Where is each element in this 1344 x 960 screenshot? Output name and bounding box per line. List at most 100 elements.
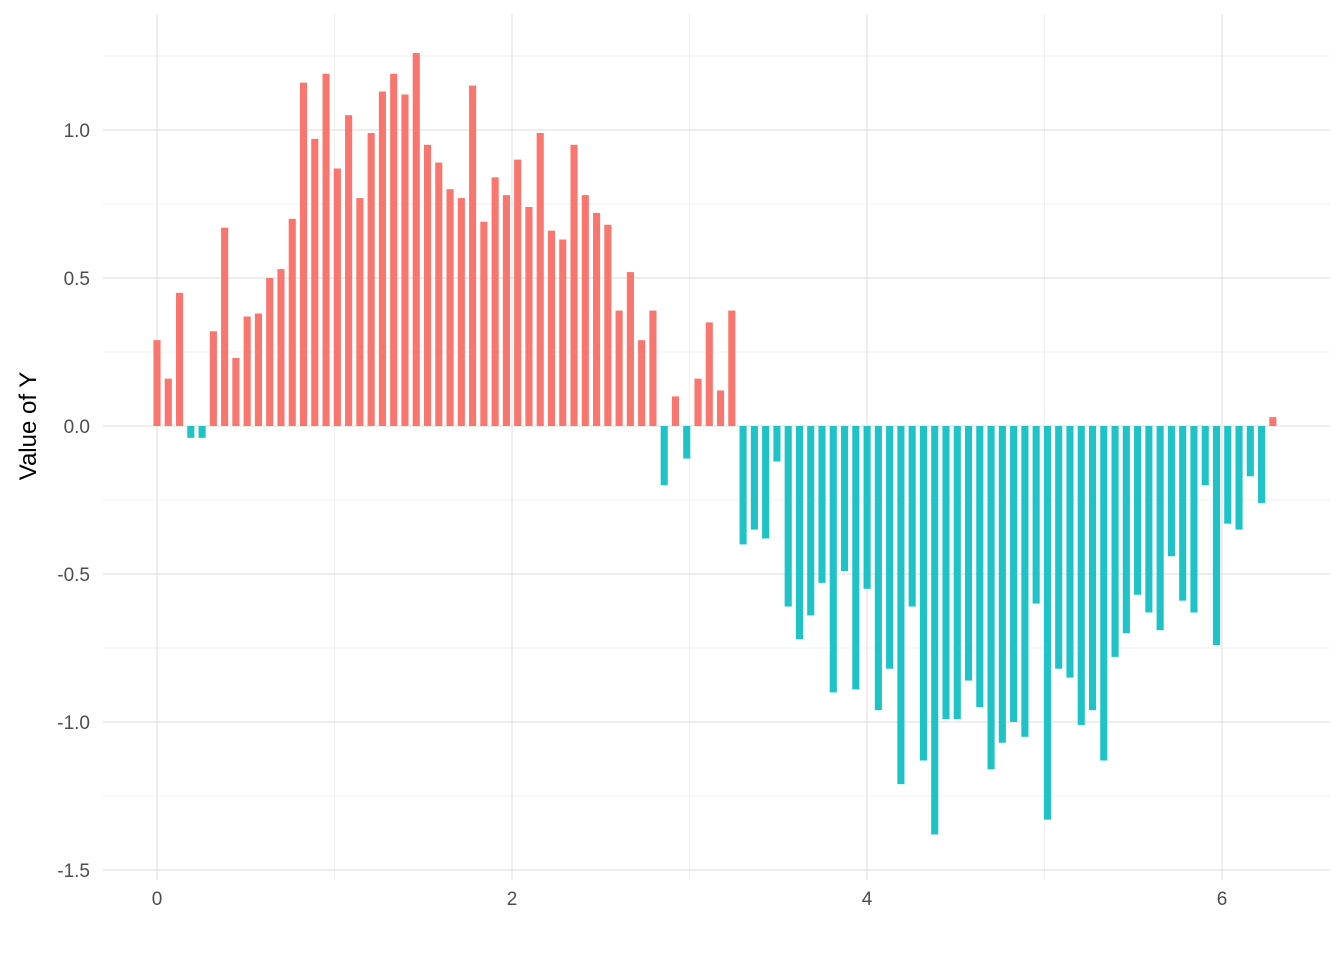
bar-positive (705, 322, 713, 426)
bar-positive (593, 212, 601, 426)
bar-positive (153, 340, 161, 426)
bar-negative (1167, 426, 1175, 557)
bar-negative (897, 426, 905, 785)
bar-negative (942, 426, 950, 720)
y-tick-label: -0.5 (57, 565, 90, 586)
bar-negative (953, 426, 961, 720)
bar-positive (604, 224, 612, 426)
bar-negative (1021, 426, 1029, 737)
y-tick-label: 0.5 (64, 269, 90, 290)
bar-negative (998, 426, 1006, 743)
bar-positive (547, 230, 556, 426)
bar-positive (390, 73, 398, 426)
bar-negative (1111, 426, 1119, 657)
bar-negative (976, 426, 984, 708)
bar-positive (164, 378, 172, 426)
bar-positive (254, 313, 262, 426)
bar-positive (221, 227, 229, 426)
bar-negative (1179, 426, 1187, 601)
bar-positive (638, 340, 646, 426)
bar-positive (175, 292, 184, 426)
y-axis-ticks: 1.0 0.5 0.0 -0.5 -1.0 -1.5 (57, 121, 90, 882)
bar-negative (1224, 426, 1232, 524)
bar-positive (728, 310, 736, 426)
bar-positive (277, 269, 285, 426)
x-axis-ticks: 0 2 4 6 (152, 889, 1228, 910)
bars (153, 53, 1277, 835)
bar-negative (795, 426, 804, 640)
bar-negative (1258, 426, 1266, 503)
bar-positive (378, 91, 386, 427)
bar-positive (626, 272, 634, 426)
bar-negative (1190, 426, 1198, 613)
bar-positive (423, 144, 432, 427)
bar-positive (345, 115, 353, 426)
bar-negative (750, 426, 758, 530)
bar-positive (525, 206, 533, 426)
bar-negative (773, 426, 781, 462)
bar-negative (840, 426, 849, 572)
bar-negative (1088, 426, 1097, 711)
bar-positive (266, 278, 274, 426)
bar-negative (198, 426, 206, 438)
bar-negative (1201, 426, 1209, 486)
bar-negative (807, 426, 815, 616)
y-tick-label: 0.0 (64, 417, 90, 438)
bar-negative (1156, 426, 1164, 631)
bar-negative (886, 426, 894, 669)
bar-negative (1043, 426, 1051, 820)
bar-positive (288, 218, 296, 426)
bar-positive (480, 221, 488, 426)
x-tick-label: 2 (507, 889, 518, 910)
x-tick-label: 4 (862, 889, 873, 910)
bar-negative (1145, 426, 1153, 613)
bar-positive (671, 396, 680, 426)
y-tick-label: 1.0 (64, 121, 90, 142)
bar-negative (1122, 426, 1130, 634)
bar-negative (931, 426, 939, 835)
bar-positive (615, 310, 623, 426)
bar-negative (987, 426, 995, 770)
bar-negative (1077, 426, 1085, 725)
y-tick-label: -1.0 (57, 713, 90, 734)
bar-positive (401, 94, 409, 426)
bar-positive (694, 378, 702, 426)
bar-negative (784, 426, 792, 607)
bar-negative (1010, 426, 1018, 722)
bar-negative (660, 426, 668, 486)
bar-positive (243, 316, 251, 426)
bar-positive (717, 390, 725, 426)
bar-positive (502, 195, 510, 426)
bar-negative (1134, 426, 1142, 595)
bar-positive (581, 195, 589, 426)
bar-negative (919, 426, 927, 761)
bar-positive (1269, 417, 1277, 426)
bar-positive (435, 162, 443, 426)
bar-negative (1066, 426, 1074, 678)
bar-positive (209, 331, 217, 426)
bar-negative (1100, 426, 1108, 761)
bar-negative (818, 426, 826, 583)
bar-positive (446, 189, 454, 426)
bar-negative (908, 426, 916, 607)
bar-negative (874, 426, 882, 711)
bar-positive (457, 198, 465, 426)
y-tick-label: -1.5 (57, 861, 90, 882)
bar-positive (311, 138, 319, 426)
bar-negative (863, 426, 871, 589)
bar-negative (762, 426, 770, 539)
bar-positive (333, 168, 341, 427)
bar-positive (570, 144, 578, 427)
bar-positive (356, 198, 364, 426)
bar-positive (536, 132, 544, 426)
bar-negative (683, 426, 691, 459)
bar-positive (514, 159, 522, 426)
bar-positive (367, 132, 375, 426)
bar-negative (187, 426, 195, 438)
bar-positive (649, 310, 657, 426)
bar-negative (1235, 426, 1243, 530)
bar-positive (559, 239, 567, 426)
x-tick-label: 6 (1217, 889, 1228, 910)
bar-negative (1246, 426, 1254, 477)
